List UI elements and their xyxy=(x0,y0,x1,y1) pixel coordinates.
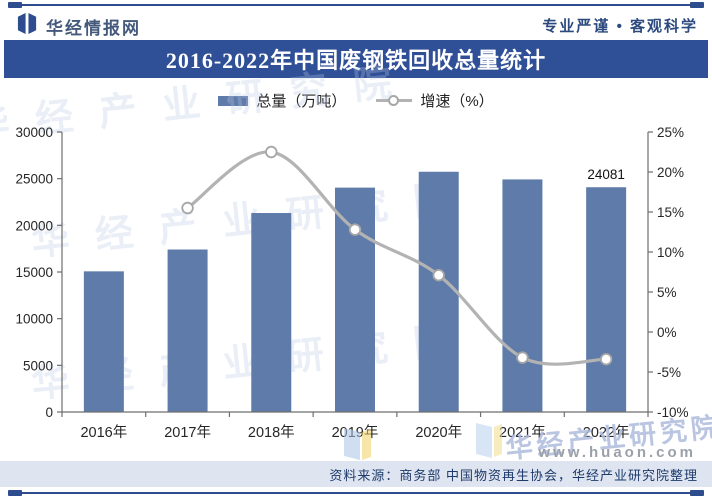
svg-text:5000: 5000 xyxy=(23,358,53,373)
bar-2022年 xyxy=(586,187,627,412)
svg-text:10%: 10% xyxy=(657,245,684,260)
legend-bar-label: 总量（万吨） xyxy=(256,93,347,110)
growth-marker xyxy=(348,223,362,236)
svg-text:20%: 20% xyxy=(657,165,684,180)
legend: 总量（万吨） 增速（%） xyxy=(0,90,712,111)
x-tick-label: 2016年 xyxy=(80,424,127,441)
source-note-bar: 资料来源：商务部 中国物资再生协会，华经产业研究院整理 xyxy=(0,461,712,487)
top-border-line xyxy=(8,4,704,6)
svg-text:0: 0 xyxy=(45,405,53,420)
bottom-border-cap-left xyxy=(8,490,22,496)
bar-2019年 xyxy=(335,187,375,412)
growth-line xyxy=(186,150,607,366)
line-swatch-icon xyxy=(376,95,413,106)
top-border-cap-right xyxy=(690,2,704,8)
growth-marker xyxy=(599,353,613,366)
svg-text:20000: 20000 xyxy=(15,218,53,233)
brand: 华经情报网 xyxy=(16,12,141,40)
bar-value-label: 24081 xyxy=(587,167,625,182)
legend-item-growth: 增速（%） xyxy=(376,90,494,111)
svg-text:25000: 25000 xyxy=(15,172,53,187)
growth-marker xyxy=(181,201,194,215)
x-tick-label: 2018年 xyxy=(248,424,295,441)
source-note: 资料来源：商务部 中国物资再生协会，华经产业研究院整理 xyxy=(329,467,698,483)
x-tick-label: 2019年 xyxy=(332,424,379,441)
growth-marker xyxy=(265,145,278,159)
bar-2020年 xyxy=(418,171,459,412)
svg-text:-5%: -5% xyxy=(657,365,681,380)
brand-name: 华经情报网 xyxy=(46,18,141,38)
growth-marker xyxy=(516,351,529,364)
chart-title: 2016-2022年中国废钢铁回收总量统计 xyxy=(165,48,547,73)
svg-text:5%: 5% xyxy=(657,285,677,300)
watermark-url: www.huaon.com xyxy=(538,444,696,461)
svg-text:30000: 30000 xyxy=(15,125,53,140)
legend-item-total: 总量（万吨） xyxy=(218,90,346,111)
x-tick-label: 2017年 xyxy=(164,424,211,441)
title-bar: 2016-2022年中国废钢铁回收总量统计 xyxy=(4,40,708,78)
x-tick-label: 2021年 xyxy=(499,424,546,441)
bar-swatch-icon xyxy=(218,95,249,106)
svg-text:-10%: -10% xyxy=(657,405,689,420)
bar-2018年 xyxy=(251,213,292,412)
bottom-border-line xyxy=(8,492,704,494)
top-border-cap-left xyxy=(8,2,22,8)
svg-text:25%: 25% xyxy=(657,125,684,140)
bottom-border-cap-right xyxy=(690,490,704,496)
svg-text:10000: 10000 xyxy=(15,312,53,327)
legend-line-label: 增速（%） xyxy=(420,93,494,110)
header-slogan: 专业严谨 • 客观科学 xyxy=(542,18,698,35)
bar-2016年 xyxy=(83,271,124,412)
svg-text:0%: 0% xyxy=(657,325,677,340)
svg-text:15000: 15000 xyxy=(15,265,53,280)
x-tick-label: 2022年 xyxy=(583,424,630,441)
x-tick-label: 2020年 xyxy=(415,424,462,441)
header: 华经情报网 专业严谨 • 客观科学 xyxy=(0,12,712,40)
bar-2017年 xyxy=(167,249,208,412)
growth-marker xyxy=(432,269,445,282)
bar-2021年 xyxy=(502,179,543,412)
huajing-logo-icon xyxy=(16,12,39,40)
svg-text:15%: 15% xyxy=(657,205,684,220)
